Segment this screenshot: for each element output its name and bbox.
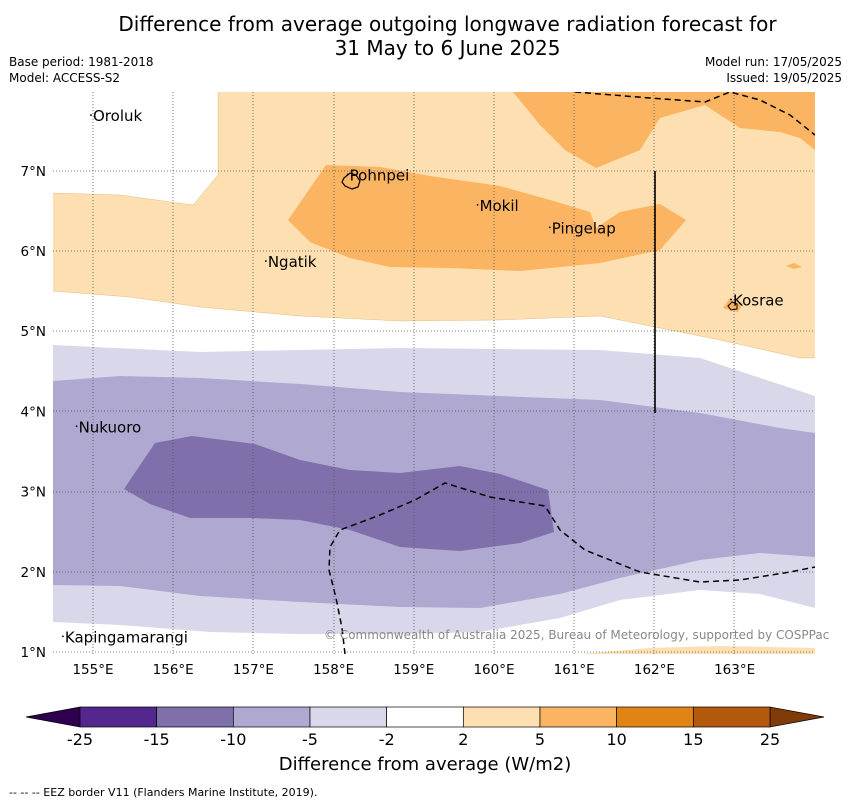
- place-label-ngatik: Ngatik: [268, 253, 317, 271]
- place-label-oroluk: Oroluk: [93, 107, 142, 125]
- eez-border-note: -- -- -- EEZ border V11 (Flanders Marine…: [9, 786, 318, 799]
- lat-tick-label: 2°N: [21, 565, 46, 581]
- colorbar-tick-label: 25: [760, 730, 780, 749]
- place-label-mokil: Mokil: [480, 197, 519, 215]
- meta-right: Model run: 17/05/2025 Issued: 19/05/2025: [705, 54, 842, 86]
- lon-gridlines: [92, 92, 735, 654]
- colorbar-tick-label: 5: [535, 730, 545, 749]
- lon-tick-label: 160°E: [473, 662, 514, 678]
- eez-borders: [328, 92, 815, 654]
- island-dot: [476, 204, 479, 206]
- lat-gridlines: [53, 170, 815, 653]
- colorbar-segment: [386, 706, 464, 728]
- lon-tick-label: 162°E: [634, 662, 675, 678]
- colorbar-under-arrow: [25, 706, 81, 728]
- meta-left: Base period: 1981-2018 Model: ACCESS-S2: [9, 54, 154, 86]
- base-period: Base period: 1981-2018: [9, 55, 154, 69]
- map-title: Difference from average outgoing longwav…: [0, 12, 850, 60]
- contour-5-10-east: [786, 263, 802, 269]
- colorbar-segment: [232, 706, 311, 728]
- colorbar-tick-label: -15: [144, 730, 170, 749]
- colorbar-segment: [616, 706, 694, 728]
- place-label-pingelap: Pingelap: [552, 219, 616, 237]
- island-dot: [75, 425, 78, 428]
- lon-tick-label: 157°E: [233, 662, 274, 678]
- anomaly-field: [53, 92, 815, 654]
- contour-2-5-south: [580, 646, 815, 654]
- lon-tick-label: 156°E: [153, 662, 194, 678]
- colorbar-tick-label: 15: [683, 730, 703, 749]
- lon-tick-labels: 155°E 156°E 157°E 158°E 159°E 160°E 161°E 162°E…: [72, 662, 755, 678]
- contour-5-10: [288, 165, 686, 271]
- contour-neg10-neg15: [124, 436, 554, 551]
- colorbar-over-arrow: [769, 706, 825, 728]
- colorbar-tick-label: -10: [220, 730, 246, 749]
- colorbar-segment: [79, 706, 158, 728]
- island-dot: [548, 226, 551, 229]
- kosrae-island: [727, 301, 738, 311]
- colorbar-tick-label: 10: [606, 730, 626, 749]
- lat-tick-label: 3°N: [21, 485, 46, 501]
- place-label-kapingamarangi: Kapingamarangi: [65, 628, 188, 646]
- island-dot: [90, 114, 92, 116]
- colorbar-segment: [309, 706, 388, 728]
- lon-tick-label: 161°E: [554, 662, 595, 678]
- lat-tick-label: 5°N: [21, 324, 46, 340]
- island-dot: [264, 260, 267, 262]
- colorbar-tick-label: 2: [458, 730, 468, 749]
- colorbar-segment: [692, 706, 771, 728]
- place-label-nukuoro: Nukuoro: [79, 418, 142, 436]
- colorbar-segment: [539, 706, 618, 728]
- colorbar-tick-label: -5: [302, 730, 318, 749]
- issued-date: Issued: 19/05/2025: [726, 71, 842, 85]
- contour-5-10-north: [513, 92, 815, 168]
- lon-tick-label: 163°E: [714, 662, 755, 678]
- place-label-kosrae: Kosrae: [733, 292, 784, 310]
- colorbar-tick-label: -2: [379, 730, 395, 749]
- colorbar: -25 -15 -10 -5 -2 2 5 10 15 25: [25, 706, 825, 749]
- copyright-credit: © Commonwealth of Australia 2025, Bureau…: [324, 628, 830, 642]
- title-line-1: Difference from average outgoing longwav…: [118, 12, 777, 36]
- colorbar-segment: [462, 706, 541, 728]
- colorbar-tick-label: -25: [67, 730, 93, 749]
- lat-tick-label: 7°N: [21, 164, 46, 180]
- lat-tick-labels: 7°N 6°N 5°N 4°N 3°N 2°N 1°N: [21, 164, 46, 661]
- model-name: Model: ACCESS-S2: [9, 71, 121, 85]
- lon-tick-label: 158°E: [313, 662, 354, 678]
- pohnpei-island: [341, 172, 361, 190]
- lon-tick-label: 155°E: [72, 662, 113, 678]
- place-labels: Oroluk Pohnpei Mokil Pingelap Ngatik Kosrae Nu…: [62, 107, 784, 646]
- island-dot: [62, 635, 64, 638]
- island-dot: [346, 173, 349, 176]
- title-line-2: 31 May to 6 June 2025: [334, 36, 561, 60]
- colorbar-segment: [156, 706, 234, 728]
- lat-tick-label: 4°N: [21, 404, 46, 420]
- model-run: Model run: 17/05/2025: [704, 55, 842, 69]
- lat-tick-label: 6°N: [21, 244, 46, 260]
- place-label-pohnpei: Pohnpei: [350, 166, 410, 184]
- island-dot: [730, 298, 732, 301]
- colorbar-label: Difference from average (W/m2): [278, 754, 572, 775]
- lat-tick-label: 1°N: [21, 645, 46, 661]
- lon-tick-label: 159°E: [393, 662, 434, 678]
